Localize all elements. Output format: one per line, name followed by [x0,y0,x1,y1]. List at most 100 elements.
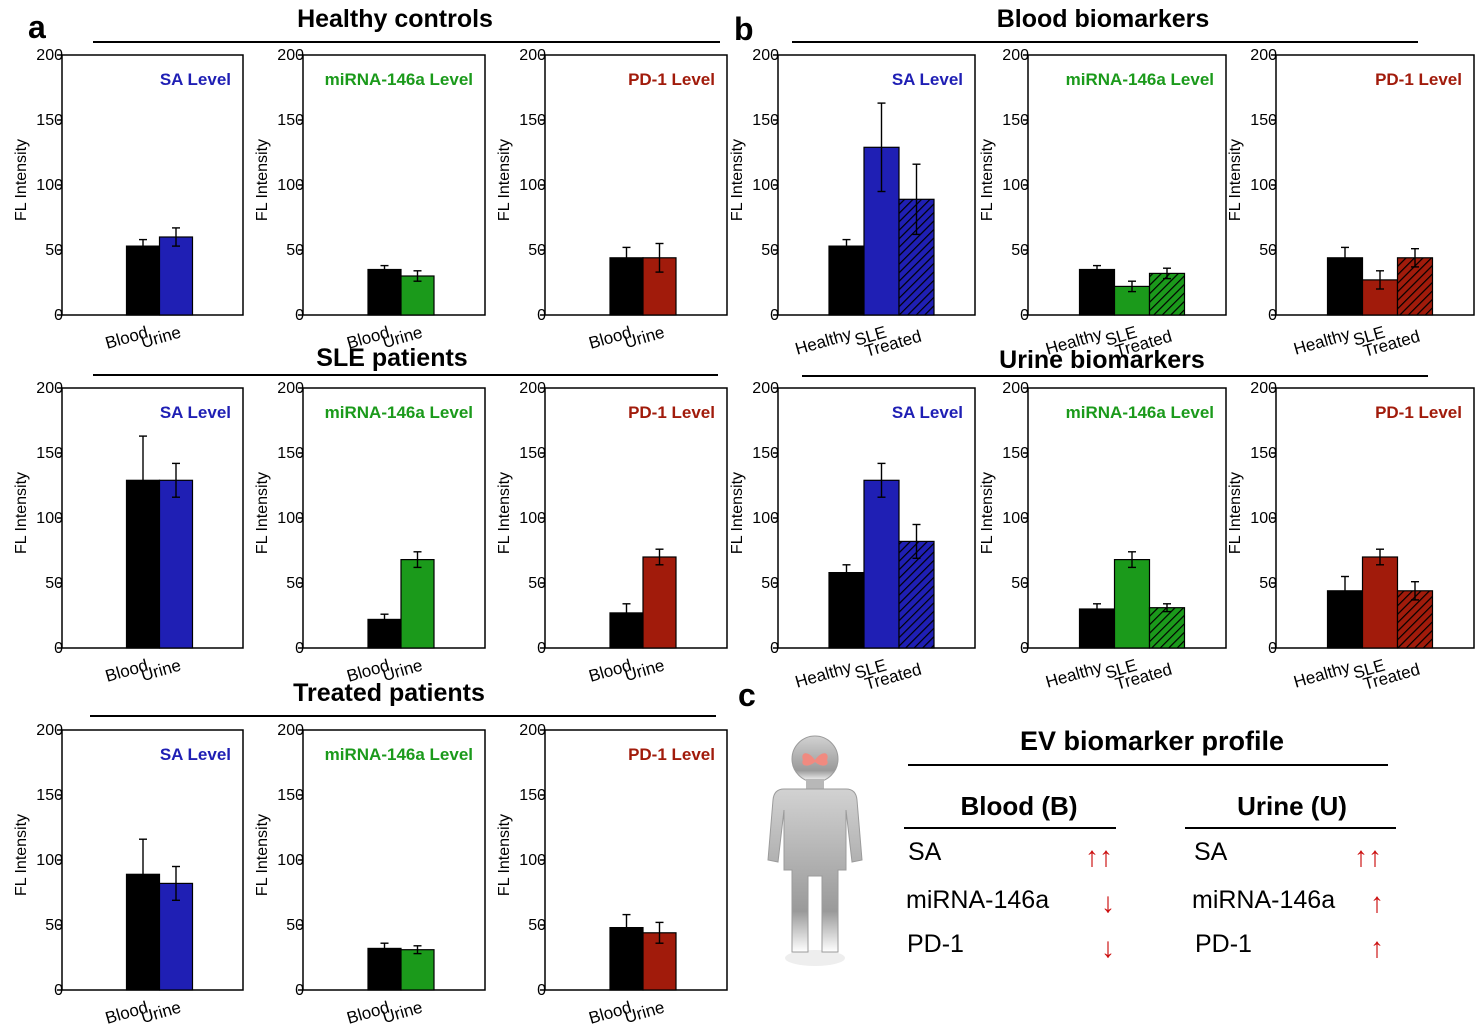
y-tick-label: 150 [752,445,779,462]
profile-blood-arrow: ↑↑ [1085,841,1113,872]
y-tick-label: 200 [277,722,304,739]
y-tick-label: 100 [277,852,304,869]
chart-level-title: miRNA-146a Level [1066,403,1214,422]
profile-urine-arrow: ↑ [1370,887,1384,918]
profile-blood-name: PD-1 [907,930,964,958]
y-tick-label: 200 [277,380,304,397]
y-tick-label: 100 [519,177,546,194]
y-axis-label: FL Intensity [496,472,513,554]
chart-level-title: SA Level [892,70,963,89]
section-title-sle-patients: SLE patients [316,344,467,372]
y-tick-label: 200 [36,380,63,397]
y-axis-label: FL Intensity [13,814,30,896]
y-tick-label: 100 [752,177,779,194]
bar-healthy [828,245,865,316]
y-tick-label: 0 [537,982,546,999]
y-axis-label: FL Intensity [496,139,513,221]
section-title-blood-biomarkers: Blood biomarkers [997,5,1210,33]
panel-letter-b: b [734,11,754,47]
bar-sle [863,479,900,649]
y-tick-label: 200 [277,47,304,64]
y-tick-label: 100 [36,852,63,869]
bar-blood [367,947,402,991]
bar-urine [642,556,677,649]
y-tick-label: 50 [528,917,546,934]
x-tick-label: Healthy [1043,657,1104,691]
y-axis-label: FL Intensity [979,139,996,221]
x-tick-label: Healthy [1291,657,1352,691]
profile-title: EV biomarker profile [1020,726,1284,756]
y-tick-label: 150 [277,445,304,462]
y-tick-label: 50 [45,575,63,592]
y-tick-label: 0 [295,307,304,324]
y-tick-label: 50 [1011,242,1029,259]
y-tick-label: 50 [286,917,304,934]
y-axis-label: FL Intensity [13,472,30,554]
bar-blood [125,245,161,316]
y-tick-label: 0 [1268,640,1277,657]
profile-urine-name: miRNA-146a [1192,886,1335,914]
profile-blood-rows: SA ↑↑ miRNA-146a ↓ PD-1 ↓ [906,838,1115,963]
y-axis-label: FL Intensity [729,472,746,554]
bar-healthy [828,571,865,649]
profile-urine-heading: Urine (U) [1237,791,1347,821]
y-tick-label: 100 [36,510,63,527]
profile-blood-name: miRNA-146a [906,886,1049,914]
y-tick-label: 50 [1259,575,1277,592]
y-tick-label: 200 [752,47,779,64]
y-tick-label: 0 [770,640,779,657]
x-tick-label: Healthy [793,657,854,691]
y-tick-label: 0 [295,640,304,657]
profile-urine-name: PD-1 [1195,930,1252,958]
y-axis-label: FL Intensity [13,139,30,221]
y-tick-label: 0 [537,307,546,324]
y-tick-label: 0 [770,307,779,324]
chart-a-sle-mirna: 0 50 100 150 200 FL Intensity miRNA-146a Level… [254,380,486,686]
y-tick-label: 50 [761,242,779,259]
chart-b-urine-pd1: 0 50 100 150 200 FL Intensity PD-1 Level Health… [1227,380,1475,694]
y-axis-label: FL Intensity [979,472,996,554]
y-tick-label: 0 [1268,307,1277,324]
chart-level-title: PD-1 Level [1375,403,1462,422]
bar-sle [1113,558,1151,649]
y-tick-label: 200 [1250,380,1277,397]
chart-b-blood-pd1: 0 50 100 150 200 FL Intensity PD-1 Level Health… [1227,47,1475,361]
chart-b-blood-mirna: 0 50 100 150 200 FL Intensity miRNA-146a Level… [979,47,1227,361]
bar-healthy [1078,268,1116,316]
y-tick-label: 150 [36,787,63,804]
y-tick-label: 50 [528,242,546,259]
y-axis-label: FL Intensity [254,472,271,554]
y-tick-label: 50 [286,575,304,592]
y-tick-label: 100 [519,510,546,527]
y-tick-label: 150 [277,787,304,804]
plot-frame [1027,54,1227,316]
chart-level-title: SA Level [160,70,231,89]
y-tick-label: 100 [277,177,304,194]
y-tick-label: 200 [519,380,546,397]
y-tick-label: 200 [752,380,779,397]
y-tick-label: 150 [519,112,546,129]
y-tick-label: 50 [286,242,304,259]
profile-blood-heading: Blood (B) [961,791,1078,821]
y-tick-label: 150 [1002,112,1029,129]
chart-level-title: PD-1 Level [628,745,715,764]
y-tick-label: 0 [54,640,63,657]
bar-sle [1361,556,1399,649]
profile-blood-arrow: ↓ [1101,887,1115,918]
chart-b-urine-mirna: 0 50 100 150 200 FL Intensity miRNA-146a Level… [979,380,1227,694]
bar-urine [400,275,435,316]
plot-frame [302,387,486,649]
bar-treated [898,540,935,649]
y-tick-label: 200 [1002,380,1029,397]
y-tick-label: 100 [36,177,63,194]
person-silhouette-icon [767,735,863,966]
chart-level-title: SA Level [892,403,963,422]
